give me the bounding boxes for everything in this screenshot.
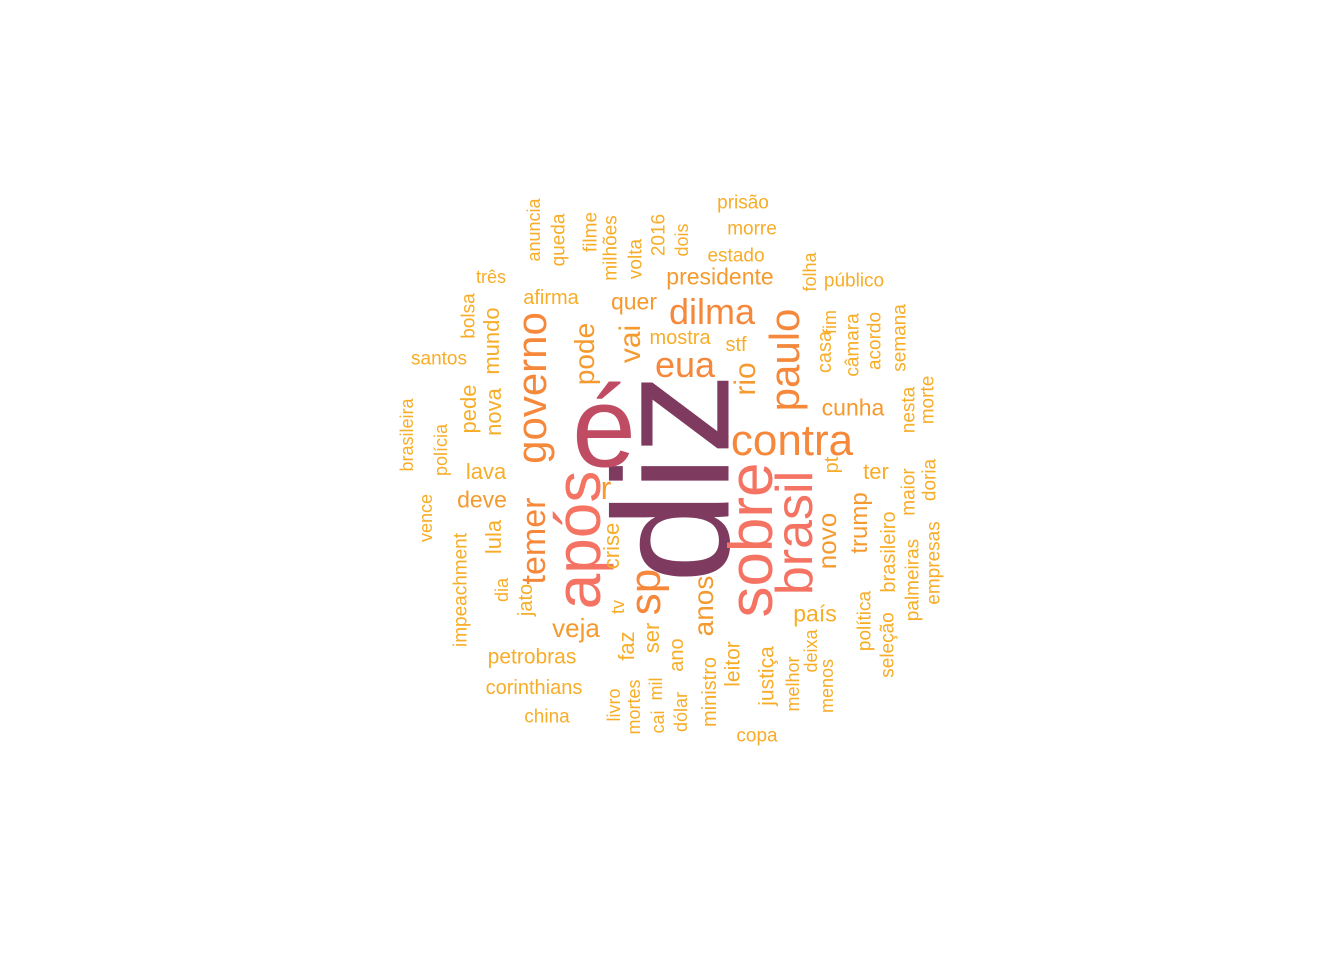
word-casa: casa <box>814 330 836 374</box>
word-acordo: acordo <box>864 311 886 371</box>
word-lava: lava <box>465 459 507 484</box>
word-jato: jato <box>515 583 537 617</box>
word-pt: pt <box>821 456 843 474</box>
word-copa: copa <box>736 725 778 747</box>
word-paulo: paulo <box>761 308 808 412</box>
word-doria: doria <box>919 458 941 502</box>
word-publico: público <box>823 270 885 292</box>
word-presidente: presidente <box>666 263 774 290</box>
word-palmeiras: palmeiras <box>902 538 924 622</box>
word-cunha: cunha <box>821 394 885 421</box>
word-veja: veja <box>552 613 600 643</box>
word-lula: lula <box>481 519 506 555</box>
word-ministro: ministro <box>699 656 721 728</box>
word-morte: morte <box>917 375 939 425</box>
word-fim: fim <box>820 310 840 334</box>
word-justica: justiça <box>755 646 779 706</box>
word-corinthians: corinthians <box>485 677 583 699</box>
word-queda: queda <box>548 213 570 267</box>
word-folha: folha <box>800 252 820 292</box>
word-cai: cai <box>648 710 668 734</box>
word-milhoes: milhões <box>600 215 622 281</box>
word-stf: stf <box>725 334 747 356</box>
word-crise: crise <box>599 522 624 570</box>
word-vai: vai <box>614 324 647 364</box>
word-ser: ser <box>639 622 664 654</box>
word-leitor: leitor <box>721 641 745 687</box>
word-selecao: seleção <box>877 612 899 678</box>
word-afirma: afirma <box>523 287 579 309</box>
word-2016: 2016 <box>648 213 670 257</box>
word-pais: país <box>793 600 837 627</box>
word-dois: dois <box>672 223 692 257</box>
word-santos: santos <box>411 348 467 370</box>
word-pede: pede <box>456 384 481 434</box>
word-temer: temer <box>515 497 553 585</box>
word-empresas: empresas <box>923 521 945 605</box>
word-contra: contra <box>730 416 854 465</box>
word-policia: polícia <box>431 423 451 477</box>
word-tv: tv <box>608 599 628 615</box>
word-r: r <box>600 470 612 506</box>
word-bolsa: bolsa <box>458 293 480 339</box>
word-menos: menos <box>817 658 837 714</box>
word-brasileira: brasileira <box>397 398 417 472</box>
word-pode: pode <box>569 322 600 386</box>
word-dolar: dólar <box>671 691 691 733</box>
word-ter: ter <box>863 459 889 484</box>
word-novo: novo <box>812 512 842 570</box>
word-faz: faz <box>614 631 639 661</box>
word-estado: estado <box>707 245 765 267</box>
word-morre: morre <box>727 218 777 240</box>
word-rio: rio <box>729 362 762 396</box>
word-mil: mil <box>646 677 666 701</box>
word-ano: ano <box>666 638 688 672</box>
word-sp: sp <box>621 568 670 616</box>
word-anos: anos <box>688 575 719 637</box>
word-e-acute: é <box>572 363 636 492</box>
word-anuncia: anuncia <box>524 198 544 262</box>
word-governo: governo <box>508 312 555 464</box>
word-brasileiro: brasileiro <box>878 511 900 593</box>
word-livro: livro <box>604 688 624 722</box>
word-deve: deve <box>457 486 507 513</box>
word-petrobras: petrobras <box>487 645 577 669</box>
word-filme: filme <box>580 211 602 253</box>
word-mostra: mostra <box>649 327 711 349</box>
word-maior: maior <box>898 468 920 516</box>
word-china: china <box>524 706 570 728</box>
word-trump: trump <box>846 492 873 554</box>
word-tres: três <box>475 267 507 287</box>
word-camara: câmara <box>842 313 864 377</box>
word-semana: semana <box>889 304 911 372</box>
word-mortes: mortes <box>624 679 644 735</box>
word-nesta: nesta <box>898 386 920 434</box>
word-eua: eua <box>654 344 716 385</box>
word-prisao: prisão <box>717 192 769 214</box>
word-volta: volta <box>625 238 647 280</box>
word-impeachment: impeachment <box>450 532 472 648</box>
word-dia: dia <box>492 577 512 603</box>
word-dilma: dilma <box>668 291 756 332</box>
word-quer: quer <box>610 288 658 315</box>
word-mundo: mundo <box>479 307 504 375</box>
word-melhor: melhor <box>783 656 803 712</box>
word-nova: nova <box>481 388 506 436</box>
word-politica: política <box>854 590 876 652</box>
word-vence: vence <box>416 493 436 543</box>
